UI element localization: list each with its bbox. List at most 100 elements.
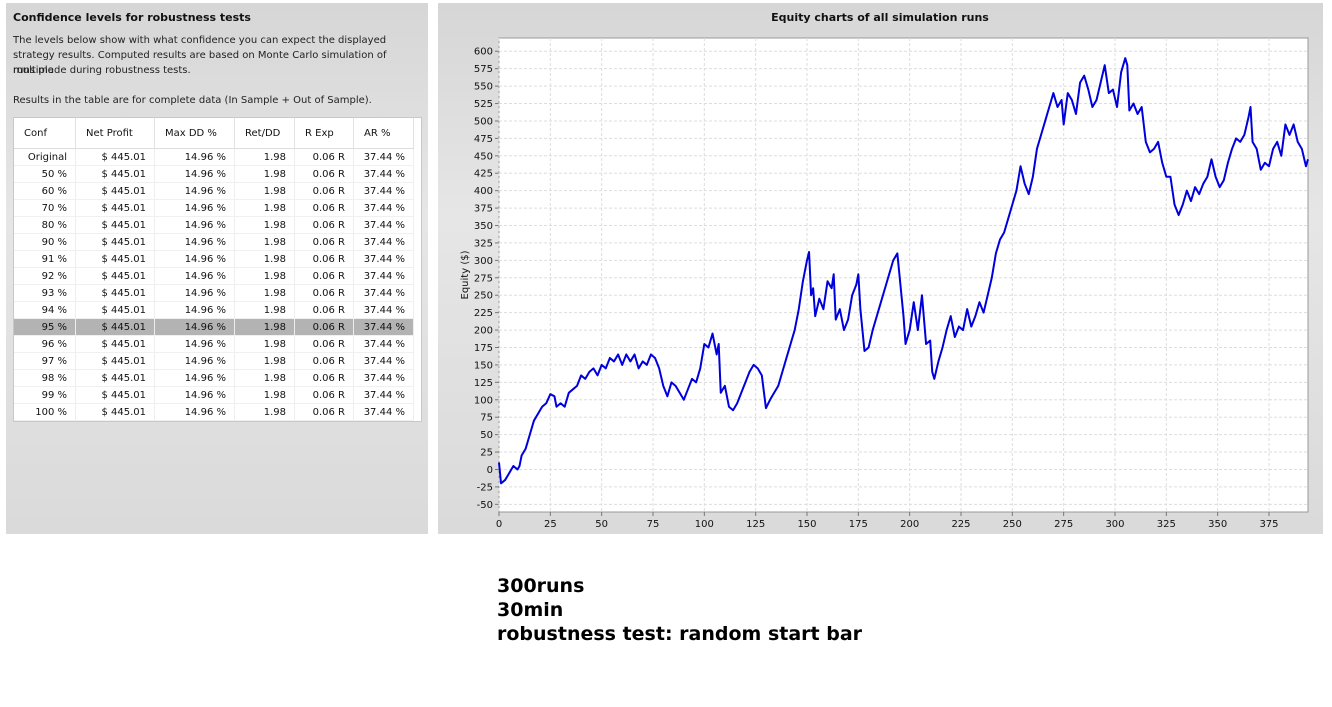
table-cell: 1.98 xyxy=(234,284,295,302)
table-row: 99 % $ 445.01 14.96 % 1.98 0.06 R 37.44 % xyxy=(14,386,414,404)
table-box: Conf Net Profit Max DD % Ret/DD R Exp AR % Ori… xyxy=(13,117,422,422)
table-cell: 37.44 % xyxy=(353,318,414,336)
table-cell: $ 445.01 xyxy=(75,182,155,200)
table-cell: 97 % xyxy=(14,352,76,370)
header-row: Conf Net Profit Max DD % Ret/DD R Exp AR % xyxy=(14,118,414,149)
table-row: 60 % $ 445.01 14.96 % 1.98 0.06 R 37.44 % xyxy=(14,182,414,200)
table-cell: 1.98 xyxy=(234,335,295,353)
x-tick-label: 25 xyxy=(544,519,557,530)
y-tick-label: 175 xyxy=(474,343,493,354)
x-tick-label: 100 xyxy=(695,519,714,530)
y-tick-label: 450 xyxy=(474,151,493,162)
y-tick-label: 300 xyxy=(474,256,493,267)
column-header: Max DD % xyxy=(154,118,235,149)
x-tick-label: 300 xyxy=(1105,519,1124,530)
column-header: Ret/DD xyxy=(234,118,295,149)
table-cell: 0.06 R xyxy=(294,403,354,421)
y-tick-label: 125 xyxy=(474,378,493,389)
table-cell: 1.98 xyxy=(234,386,295,404)
table-cell: 14.96 % xyxy=(154,403,235,421)
table-cell: 14.96 % xyxy=(154,148,235,166)
table-cell: 14.96 % xyxy=(154,182,235,200)
x-tick-label: 150 xyxy=(797,519,816,530)
column-header: R Exp xyxy=(294,118,354,149)
chart: Equity charts of all simulation runs Equ… xyxy=(460,11,1309,530)
description-line: The levels below show with what confiden… xyxy=(13,35,387,46)
description-note: Results in the table are for complete da… xyxy=(13,95,372,106)
table-cell: 0.06 R xyxy=(294,284,354,302)
x-tick-label: 250 xyxy=(1003,519,1022,530)
y-tick-label: 575 xyxy=(474,64,493,75)
table-cell: 1.98 xyxy=(234,148,295,166)
y-tick-label: 200 xyxy=(474,326,493,337)
table-cell: 0.06 R xyxy=(294,352,354,370)
table-cell: 96 % xyxy=(14,335,76,353)
table-cell: 0.06 R xyxy=(294,386,354,404)
plot-area xyxy=(498,37,1309,513)
table-cell: 98 % xyxy=(14,369,76,387)
x-tick-label: 200 xyxy=(900,519,919,530)
table-cell: 0.06 R xyxy=(294,148,354,166)
y-tick-label: 100 xyxy=(474,395,493,406)
y-tick-label: 325 xyxy=(474,238,493,249)
table-cell: 37.44 % xyxy=(353,284,414,302)
table-cell: 92 % xyxy=(14,267,76,285)
table-cell: 14.96 % xyxy=(154,267,235,285)
y-tick-label: 500 xyxy=(474,116,493,127)
table-cell: 80 % xyxy=(14,216,76,234)
table-cell: 1.98 xyxy=(234,199,295,217)
y-axis-label: Equity ($) xyxy=(460,250,471,299)
table-row: 100 % $ 445.01 14.96 % 1.98 0.06 R 37.44 % xyxy=(14,403,414,421)
table-cell: 14.96 % xyxy=(154,165,235,183)
table-cell: 37.44 % xyxy=(353,352,414,370)
y-tick-label: 75 xyxy=(480,413,493,424)
column-header: Net Profit xyxy=(75,118,155,149)
table-row: 50 % $ 445.01 14.96 % 1.98 0.06 R 37.44 % xyxy=(14,165,414,183)
note: 30min xyxy=(497,599,564,621)
table-cell: $ 445.01 xyxy=(75,403,155,421)
y-tick-label: 550 xyxy=(474,82,493,93)
table-cell: 37.44 % xyxy=(353,386,414,404)
table-cell: 1.98 xyxy=(234,216,295,234)
y-tick-label: 350 xyxy=(474,221,493,232)
column-header: AR % xyxy=(353,118,414,149)
table-cell: 1.98 xyxy=(234,165,295,183)
table-cell: 14.96 % xyxy=(154,369,235,387)
table-cell: 0.06 R xyxy=(294,369,354,387)
table-cell: $ 445.01 xyxy=(75,335,155,353)
panel-title: Confidence levels for robustness tests xyxy=(13,11,251,24)
table-row: 95 % $ 445.01 14.96 % 1.98 0.06 R 37.44 % xyxy=(14,318,414,336)
table-cell: 37.44 % xyxy=(353,369,414,387)
description-line: runs made during robustness tests. xyxy=(13,65,191,76)
table-cell: 14.96 % xyxy=(154,318,235,336)
table-cell: 70 % xyxy=(14,199,76,217)
table-cell: 60 % xyxy=(14,182,76,200)
table-row: 92 % $ 445.01 14.96 % 1.98 0.06 R 37.44 % xyxy=(14,267,414,285)
x-tick-label: 325 xyxy=(1157,519,1176,530)
table-cell: 37.44 % xyxy=(353,165,414,183)
table-cell: 37.44 % xyxy=(353,182,414,200)
y-tick-label: 600 xyxy=(474,47,493,58)
table-cell: 37.44 % xyxy=(353,301,414,319)
y-tick-label: 150 xyxy=(474,360,493,371)
table-cell: 91 % xyxy=(14,250,76,268)
x-tick-label: 375 xyxy=(1259,519,1278,530)
table-cell: 0.06 R xyxy=(294,165,354,183)
table-row: 90 % $ 445.01 14.96 % 1.98 0.06 R 37.44 % xyxy=(14,233,414,251)
description-line: strategy results. Computed results are b… xyxy=(13,50,387,76)
table-cell: 14.96 % xyxy=(154,335,235,353)
table-cell: 100 % xyxy=(14,403,76,421)
table-row: 96 % $ 445.01 14.96 % 1.98 0.06 R 37.44 % xyxy=(14,335,414,353)
table-cell: 0.06 R xyxy=(294,199,354,217)
column-header: Conf xyxy=(14,118,76,149)
y-tick-label: -50 xyxy=(477,500,493,511)
confidence-panel: Confidence levels for robustness tests T… xyxy=(6,3,428,534)
table-cell: 14.96 % xyxy=(154,352,235,370)
x-tick-label: 125 xyxy=(746,519,765,530)
table-cell: 37.44 % xyxy=(353,267,414,285)
table-cell: 37.44 % xyxy=(353,216,414,234)
table-cell: 95 % xyxy=(14,318,76,336)
table-cell: 14.96 % xyxy=(154,284,235,302)
confidence-table: Conf Net Profit Max DD % Ret/DD R Exp AR % Ori… xyxy=(14,118,414,421)
table-cell: $ 445.01 xyxy=(75,250,155,268)
